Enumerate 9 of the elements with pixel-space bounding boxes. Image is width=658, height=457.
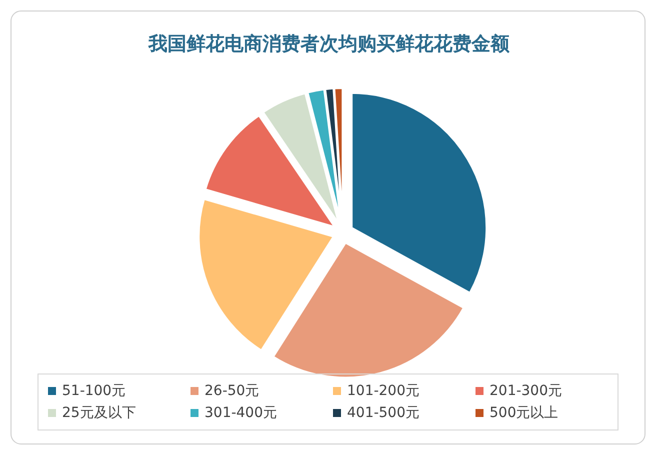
legend-label: 51-100元 [62,382,126,399]
legend-label: 26-50元 [204,382,260,399]
legend-label: 101-200元 [347,382,420,399]
legend-label: 201-300元 [490,382,562,399]
chart-title: 我国鲜花电商消费者次均购买鲜花花费金额 [148,33,510,55]
legend-label: 25元及以下 [62,404,136,421]
legend-label: 500元以上 [490,404,558,421]
legend-label: 301-400元 [204,404,277,421]
legend-label: 401-500元 [347,404,420,421]
